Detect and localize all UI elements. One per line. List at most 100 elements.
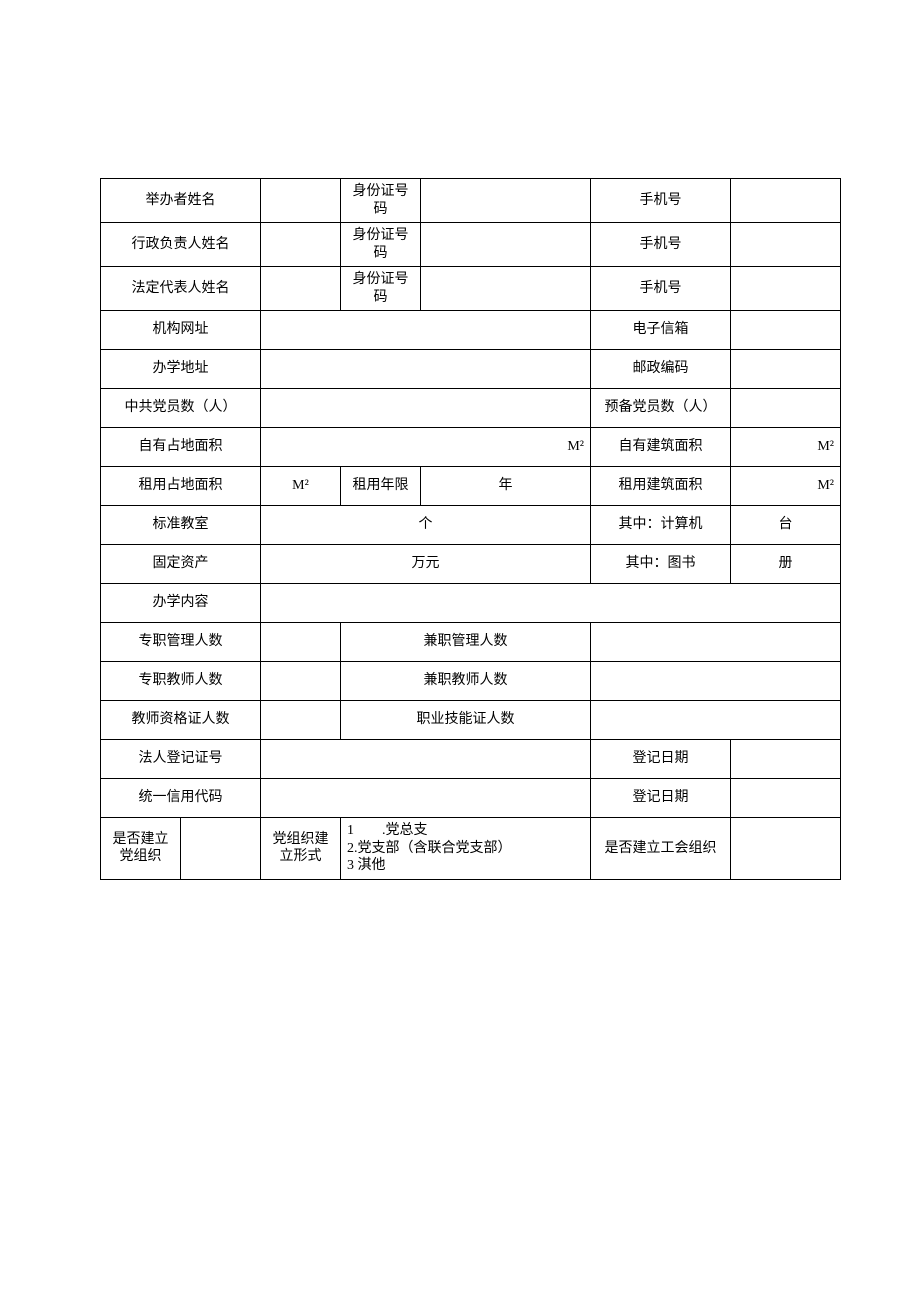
label-own-building-area: 自有建筑面积	[591, 428, 731, 467]
party-form-opt2: 2.党支部（含联合党支部）	[347, 841, 512, 856]
value-legal-rep-name	[261, 267, 341, 311]
label-vocational-cert: 职业技能证人数	[341, 701, 591, 740]
label-uscc: 统一信用代码	[101, 779, 261, 818]
label-reg-date-2: 登记日期	[591, 779, 731, 818]
label-teacher-cert: 教师资格证人数	[101, 701, 261, 740]
label-postcode: 邮政编码	[591, 350, 731, 389]
label-phone-3: 手机号	[591, 267, 731, 311]
value-admin-phone	[731, 223, 841, 267]
value-ccp-members	[261, 389, 591, 428]
value-legal-reg-date	[731, 740, 841, 779]
label-phone-1: 手机号	[591, 179, 731, 223]
label-legal-rep-name: 法定代表人姓名	[101, 267, 261, 311]
unit-wanyuan: 万元	[412, 556, 440, 571]
table-row: 法定代表人姓名 身份证号码 手机号	[101, 267, 841, 311]
value-uscc-reg-date	[731, 779, 841, 818]
value-fulltime-admin	[261, 623, 341, 662]
label-standard-classroom: 标准教室	[101, 506, 261, 545]
value-uscc	[261, 779, 591, 818]
value-legal-rep-id	[421, 267, 591, 311]
value-fixed-assets: 万元	[261, 545, 591, 584]
value-email	[731, 311, 841, 350]
table-row: 是否建立党组织 党组织建立形式 1 .党总支 2.党支部（含联合党支部） 3 淇…	[101, 818, 841, 880]
value-own-building-area: M²	[731, 428, 841, 467]
form-table: 举办者姓名 身份证号码 手机号 行政负责人姓名 身份证号码 手机号 法定代表人姓…	[100, 178, 841, 880]
label-id-number-2: 身份证号码	[341, 223, 421, 267]
table-row: 行政负责人姓名 身份证号码 手机号	[101, 223, 841, 267]
value-own-land-area: M²	[261, 428, 591, 467]
value-standard-classroom: 个	[261, 506, 591, 545]
value-parttime-teacher	[591, 662, 841, 701]
label-reg-date-1: 登记日期	[591, 740, 731, 779]
value-legal-rep-phone	[731, 267, 841, 311]
label-parttime-teacher: 兼职教师人数	[341, 662, 591, 701]
value-party-org-established	[181, 818, 261, 880]
value-fulltime-teacher	[261, 662, 341, 701]
table-row: 专职教师人数 兼职教师人数	[101, 662, 841, 701]
value-teacher-cert	[261, 701, 341, 740]
value-school-content	[261, 584, 841, 623]
table-row: 办学内容	[101, 584, 841, 623]
label-fulltime-teacher: 专职教师人数	[101, 662, 261, 701]
label-rent-years: 租用年限	[341, 467, 421, 506]
value-organizer-phone	[731, 179, 841, 223]
table-row: 固定资产 万元 其中：图书 册	[101, 545, 841, 584]
party-form-opt1: 1 .党总支	[347, 823, 428, 838]
label-party-org-established: 是否建立党组织	[101, 818, 181, 880]
table-row: 举办者姓名 身份证号码 手机号	[101, 179, 841, 223]
unit-tai: 台	[779, 517, 793, 532]
label-parttime-admin: 兼职管理人数	[341, 623, 591, 662]
label-id-number-1: 身份证号码	[341, 179, 421, 223]
label-party-org-form: 党组织建立形式	[261, 818, 341, 880]
value-books: 册	[731, 545, 841, 584]
table-row: 教师资格证人数 职业技能证人数	[101, 701, 841, 740]
label-rent-building-area: 租用建筑面积	[591, 467, 731, 506]
value-organizer-id	[421, 179, 591, 223]
value-rent-years: 年	[421, 467, 591, 506]
label-school-content: 办学内容	[101, 584, 261, 623]
table-row: 办学地址 邮政编码	[101, 350, 841, 389]
value-rent-land-area: M²	[261, 467, 341, 506]
unit-sqm: M²	[817, 439, 834, 454]
page: 举办者姓名 身份证号码 手机号 行政负责人姓名 身份证号码 手机号 法定代表人姓…	[0, 0, 920, 1301]
unit-year: 年	[499, 478, 513, 493]
label-rent-land-area: 租用占地面积	[101, 467, 261, 506]
label-phone-2: 手机号	[591, 223, 731, 267]
value-organizer-name	[261, 179, 341, 223]
value-website	[261, 311, 591, 350]
value-party-org-form: 1 .党总支 2.党支部（含联合党支部） 3 淇他	[341, 818, 591, 880]
table-row: 自有占地面积 M² 自有建筑面积 M²	[101, 428, 841, 467]
label-own-land-area: 自有占地面积	[101, 428, 261, 467]
table-row: 机构网址 电子信箱	[101, 311, 841, 350]
value-parttime-admin	[591, 623, 841, 662]
value-computer: 台	[731, 506, 841, 545]
table-row: 租用占地面积 M² 租用年限 年 租用建筑面积 M²	[101, 467, 841, 506]
value-admin-id	[421, 223, 591, 267]
table-row: 法人登记证号 登记日期	[101, 740, 841, 779]
unit-ge: 个	[419, 517, 433, 532]
value-postcode	[731, 350, 841, 389]
unit-sqm: M²	[292, 478, 309, 493]
unit-ce: 册	[779, 556, 793, 571]
unit-sqm: M²	[817, 478, 834, 493]
value-probationary-members	[731, 389, 841, 428]
unit-sqm: M²	[567, 439, 584, 454]
label-address: 办学地址	[101, 350, 261, 389]
value-address	[261, 350, 591, 389]
table-row: 中共党员数（人） 预备党员数（人）	[101, 389, 841, 428]
label-union-established: 是否建立工会组织	[591, 818, 731, 880]
label-id-number-3: 身份证号码	[341, 267, 421, 311]
label-fixed-assets: 固定资产	[101, 545, 261, 584]
table-row: 统一信用代码 登记日期	[101, 779, 841, 818]
table-row: 专职管理人数 兼职管理人数	[101, 623, 841, 662]
value-legal-reg-no	[261, 740, 591, 779]
label-fulltime-admin: 专职管理人数	[101, 623, 261, 662]
value-admin-name	[261, 223, 341, 267]
label-ccp-members: 中共党员数（人）	[101, 389, 261, 428]
label-admin-name: 行政负责人姓名	[101, 223, 261, 267]
label-email: 电子信箱	[591, 311, 731, 350]
value-vocational-cert	[591, 701, 841, 740]
value-rent-building-area: M²	[731, 467, 841, 506]
label-website: 机构网址	[101, 311, 261, 350]
table-row: 标准教室 个 其中：计算机 台	[101, 506, 841, 545]
